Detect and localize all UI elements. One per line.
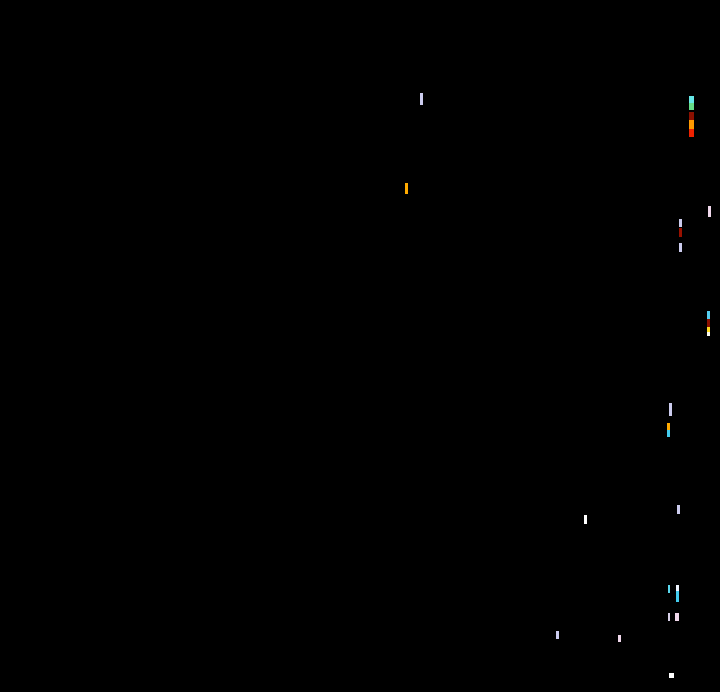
stack-top-right-segment-red (689, 129, 694, 137)
mark-pink-cluster (675, 613, 679, 621)
mark-lavender-upper-mid (420, 93, 423, 105)
mark-lavender-bottom-left (556, 631, 559, 639)
mark-cyan-cluster-right (676, 591, 679, 602)
mark-palelavender-cluster (668, 613, 670, 621)
stack-right-mid-segment-white (707, 332, 710, 336)
mark-pink-right-upper (708, 206, 711, 217)
mark-lavender-lower-right (677, 505, 680, 514)
stack-top-right-segment-cyan (689, 96, 694, 103)
mark-lavender-right-a (679, 219, 682, 227)
stack-top-right (689, 96, 694, 137)
mark-white-lower-mid (584, 515, 587, 524)
mark-white-cluster (676, 585, 679, 591)
mark-lavender-right-b (679, 243, 682, 252)
stack-top-right-segment-darkred (689, 112, 694, 120)
stack-top-right-segment-green (689, 103, 694, 110)
mark-amber-upper-mid (405, 183, 408, 194)
mark-darkred-right-a (679, 228, 682, 237)
stack-right-mid (707, 311, 710, 336)
stack-top-right-segment-orange (689, 120, 694, 129)
stack-right-mid-segment-yellow (707, 327, 710, 332)
stack-right-mid-segment-cyan (707, 311, 710, 319)
mark-orange-mid-right (667, 423, 670, 430)
mark-pink-bottom-mid (618, 635, 621, 642)
stack-right-mid-segment-darkred (707, 319, 710, 327)
mark-white-bottom-right (669, 673, 674, 678)
stack-top-right-segment-gap (689, 110, 694, 112)
mark-lavender-mid-right (669, 403, 672, 416)
mark-cyan-mid-right (667, 430, 670, 437)
mark-cyan-cluster-left (668, 585, 670, 593)
